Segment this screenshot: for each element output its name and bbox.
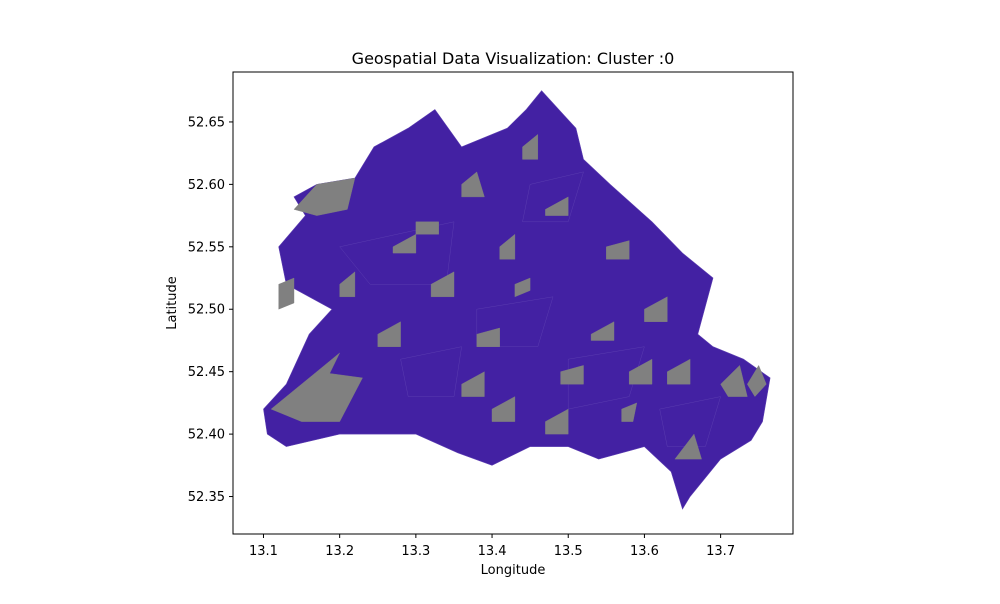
x-tick-label: 13.5: [554, 544, 583, 559]
x-axis-label: Longitude: [481, 563, 546, 578]
other-region: [339, 271, 356, 297]
cluster-region: [567, 346, 645, 410]
other-region: [377, 321, 401, 347]
region-outline: [263, 90, 771, 510]
x-tick-label: 13.7: [706, 544, 735, 559]
other-region: [560, 365, 584, 385]
other-region: [476, 327, 500, 347]
other-region: [392, 233, 417, 254]
other-region: [629, 358, 653, 385]
other-region: [522, 133, 538, 160]
chart-title: Geospatial Data Visualization: Cluster :…: [352, 49, 675, 68]
other-region: [270, 371, 363, 422]
other-region: [545, 408, 569, 435]
other-region: [278, 277, 295, 310]
other-region: [674, 433, 702, 460]
x-tick-label: 13.4: [478, 544, 507, 559]
other-region: [491, 396, 516, 422]
other-region: [590, 321, 615, 341]
y-axis-label: Latitude: [165, 276, 180, 330]
other-region: [621, 402, 638, 422]
y-tick-label: 52.50: [188, 303, 225, 318]
y-tick-label: 52.65: [188, 115, 225, 130]
plot-frame: [232, 71, 794, 535]
other-region: [514, 277, 531, 298]
y-tick-label: 52.60: [188, 178, 225, 193]
other-region: [415, 221, 439, 235]
y-tick-label: 52.45: [188, 365, 225, 380]
other-region: [747, 364, 767, 397]
other-region: [316, 352, 340, 385]
x-tick-label: 13.1: [249, 544, 278, 559]
cluster-region: [659, 396, 721, 447]
other-region: [293, 177, 356, 216]
y-tick-label: 52.35: [188, 490, 225, 505]
other-region: [644, 296, 668, 322]
other-region: [461, 371, 485, 397]
other-region: [430, 271, 455, 297]
y-axis: 52.35 52.40 52.45 52.50 52.55 52.60 52.65: [188, 115, 233, 505]
x-tick-label: 13.2: [325, 544, 354, 559]
x-tick-label: 13.3: [401, 544, 430, 559]
x-axis: 13.1 13.2 13.3 13.4 13.5 13.6 13.7: [249, 534, 735, 559]
x-tick-label: 13.6: [630, 544, 659, 559]
y-tick-label: 52.55: [188, 240, 225, 255]
y-tick-label: 52.40: [188, 428, 225, 443]
other-region: [499, 233, 516, 260]
map-layer: [263, 90, 771, 510]
other-region: [545, 196, 569, 216]
other-region: [667, 358, 691, 385]
other-region: [606, 240, 630, 260]
other-region: [461, 171, 485, 198]
other-region: [720, 365, 748, 397]
cluster-region: [400, 346, 462, 397]
